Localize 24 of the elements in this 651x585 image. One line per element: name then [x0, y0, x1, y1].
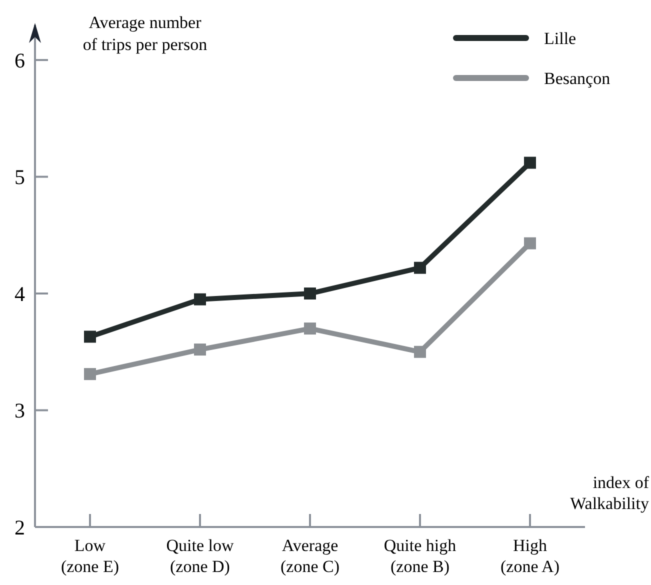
- x-axis-title: index of Walkability: [570, 473, 650, 513]
- point: [304, 322, 316, 335]
- y-tick-label: 6: [14, 48, 25, 72]
- x-tick-label: Average (zone C): [280, 536, 340, 576]
- point: [524, 237, 536, 250]
- y-tick-label: 3: [14, 398, 25, 423]
- y-axis-title: Average number of trips per person: [82, 13, 208, 54]
- y-tick-label: 4: [14, 282, 26, 306]
- point: [414, 346, 426, 358]
- point: [414, 262, 426, 274]
- x-tick-label: High (zone A): [500, 536, 560, 576]
- point: [84, 368, 96, 380]
- point: [304, 288, 316, 300]
- point: [84, 330, 96, 343]
- y-tick-label: 2: [14, 515, 25, 540]
- x-tick-label: Quite high (zone B): [384, 536, 457, 576]
- legend-label: Besançon: [544, 68, 611, 88]
- x-tick-label: Quite low (zone D): [166, 536, 234, 576]
- point: [194, 344, 206, 356]
- point: [194, 293, 206, 306]
- legend-label: Lille: [544, 28, 576, 48]
- y-tick-label: 5: [14, 165, 25, 190]
- point: [524, 156, 536, 169]
- x-tick-label: Low (zone E): [60, 536, 120, 576]
